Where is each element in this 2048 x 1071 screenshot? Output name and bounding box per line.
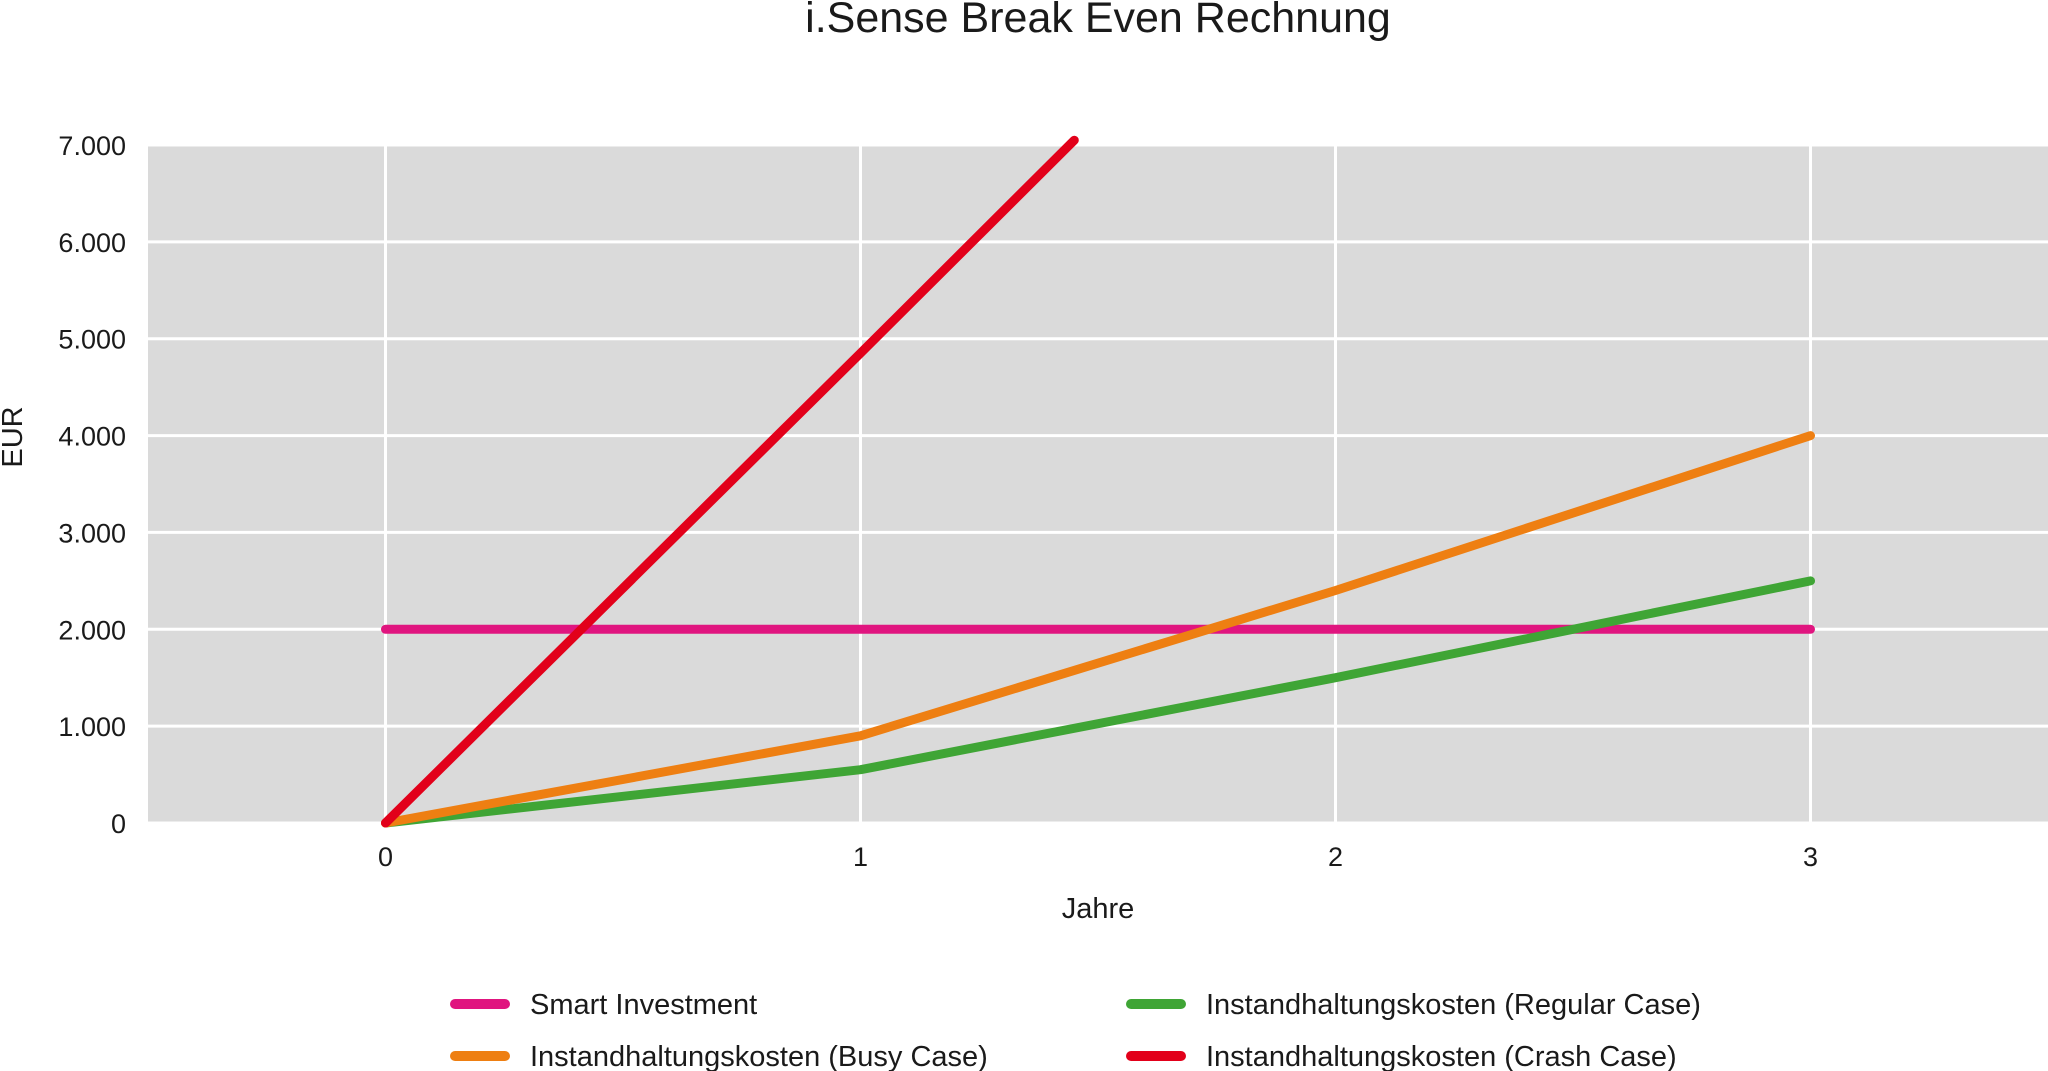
x-tick-label: 1 (853, 842, 868, 872)
y-tick-label: 6.000 (58, 228, 126, 258)
series-line (381, 576, 1815, 828)
legend-label: Instandhaltungskosten (Crash Case) (1206, 1041, 1677, 1071)
tick-labels: 0 1.000 2.000 3.000 4.000 5.000 6.000 7.000 0 1 2 3 (58, 131, 1818, 872)
y-tick-label: 2.000 (58, 615, 126, 645)
legend-label: Instandhaltungskosten (Busy Case) (530, 1041, 988, 1071)
series-lines (381, 135, 1815, 828)
x-axis-label: Jahre (1062, 893, 1135, 925)
legend: Smart Investment Instandhaltungskosten (R… (450, 989, 1701, 1071)
x-tick-label: 2 (1328, 842, 1343, 872)
y-axis-label: EUR (0, 406, 29, 467)
y-tick-label: 5.000 (58, 325, 126, 355)
legend-label: Instandhaltungskosten (Regular Case) (1206, 989, 1701, 1021)
y-tick-label: 7.000 (58, 131, 126, 161)
series-line (381, 135, 1079, 828)
plot-area (148, 145, 2048, 823)
x-tick-label: 0 (378, 842, 393, 872)
legend-label: Smart Investment (530, 989, 757, 1021)
chart-title: i.Sense Break Even Rechnung (805, 0, 1391, 42)
x-tick-label: 3 (1803, 842, 1818, 872)
series-line (381, 431, 1815, 828)
y-tick-label: 0 (111, 809, 126, 839)
y-tick-label: 4.000 (58, 422, 126, 452)
y-tick-label: 1.000 (58, 712, 126, 742)
y-tick-label: 3.000 (58, 518, 126, 548)
